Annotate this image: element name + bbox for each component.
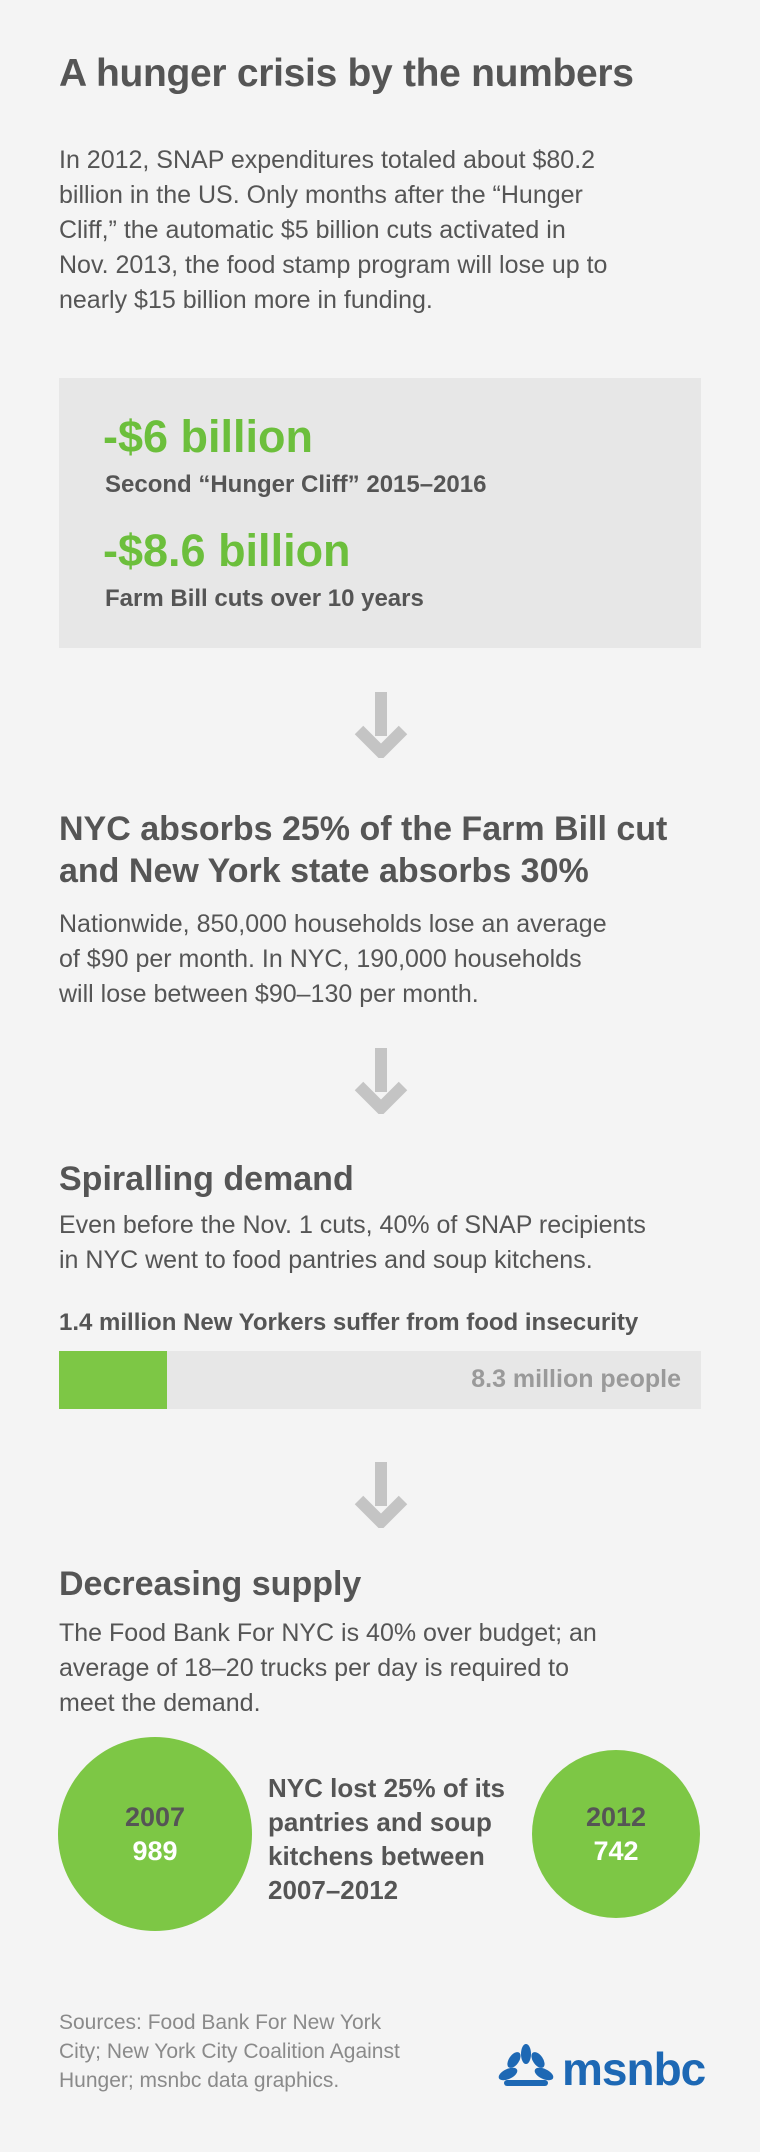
- down-arrow-icon: [353, 1462, 409, 1528]
- bubble-year-label: 2012: [532, 1800, 700, 1834]
- nyc-text: Nationwide, 850,000 households lose an a…: [59, 907, 607, 1012]
- down-arrow-icon: [353, 692, 409, 758]
- pantries-label-line: kitchens between: [268, 1839, 528, 1873]
- stat-label: Farm Bill cuts over 10 years: [105, 585, 424, 613]
- intro-line: billion in the US. Only months after the…: [59, 178, 607, 213]
- bubble-value-label: 742: [532, 1834, 700, 1868]
- nyc-heading-line: NYC absorbs 25% of the Farm Bill cut: [59, 808, 667, 850]
- sources-line: Hunger; msnbc data graphics.: [59, 2066, 479, 2095]
- pantries-label-line: pantries and soup: [268, 1805, 528, 1839]
- pantries-bubble-2012: 2012 742: [532, 1750, 700, 1918]
- supply-text: The Food Bank For NYC is 40% over budget…: [59, 1616, 597, 1721]
- pantries-label: NYC lost 25% of its pantries and soup ki…: [268, 1771, 528, 1907]
- intro-line: Cliff,” the automatic $5 billion cuts ac…: [59, 213, 607, 248]
- demand-line: in NYC went to food pantries and soup ki…: [59, 1243, 646, 1278]
- page-title: A hunger crisis by the numbers: [59, 52, 634, 96]
- intro-line: nearly $15 billion more in funding.: [59, 283, 607, 318]
- nyc-line: of $90 per month. In NYC, 190,000 househ…: [59, 942, 607, 977]
- bar-title: 1.4 million New Yorkers suffer from food…: [59, 1309, 638, 1337]
- nyc-heading-line: and New York state absorbs 30%: [59, 850, 667, 892]
- supply-line: The Food Bank For NYC is 40% over budget…: [59, 1616, 597, 1651]
- demand-text: Even before the Nov. 1 cuts, 40% of SNAP…: [59, 1208, 646, 1278]
- intro-line: In 2012, SNAP expenditures totaled about…: [59, 143, 607, 178]
- stat-label: Second “Hunger Cliff” 2015–2016: [105, 471, 486, 499]
- sources-line: City; New York City Coalition Against: [59, 2037, 479, 2066]
- bar-total-label: 8.3 million people: [471, 1365, 681, 1394]
- supply-line: average of 18–20 trucks per day is requi…: [59, 1651, 597, 1686]
- supply-line: meet the demand.: [59, 1686, 597, 1721]
- bubble-year-label: 2007: [58, 1800, 252, 1834]
- demand-line: Even before the Nov. 1 cuts, 40% of SNAP…: [59, 1208, 646, 1243]
- intro-text: In 2012, SNAP expenditures totaled about…: [59, 143, 607, 318]
- pantries-bubble-2007: 2007 989: [58, 1737, 252, 1931]
- intro-line: Nov. 2013, the food stamp program will l…: [59, 248, 607, 283]
- insecure-bar-fill: [59, 1351, 167, 1409]
- stat-value: -$8.6 billion: [103, 525, 351, 577]
- logo-text: msnbc: [562, 2042, 705, 2096]
- nyc-line: Nationwide, 850,000 households lose an a…: [59, 907, 607, 942]
- nyc-line: will lose between $90–130 per month.: [59, 977, 607, 1012]
- nyc-heading: NYC absorbs 25% of the Farm Bill cut and…: [59, 808, 667, 892]
- pantries-label-line: NYC lost 25% of its: [268, 1771, 528, 1805]
- sources-note: Sources: Food Bank For New York City; Ne…: [59, 2008, 479, 2095]
- msnbc-logo: msnbc: [494, 2040, 724, 2100]
- stat-value: -$6 billion: [103, 411, 313, 463]
- bubble-value-label: 989: [58, 1834, 252, 1868]
- sources-line: Sources: Food Bank For New York: [59, 2008, 479, 2037]
- food-insecurity-bar: 8.3 million people: [59, 1351, 701, 1409]
- peacock-icon: [494, 2044, 558, 2090]
- funding-cuts-box: -$6 billion Second “Hunger Cliff” 2015–2…: [59, 378, 701, 648]
- demand-heading: Spiralling demand: [59, 1158, 354, 1200]
- down-arrow-icon: [353, 1048, 409, 1114]
- pantries-label-line: 2007–2012: [268, 1873, 528, 1907]
- supply-heading: Decreasing supply: [59, 1563, 361, 1605]
